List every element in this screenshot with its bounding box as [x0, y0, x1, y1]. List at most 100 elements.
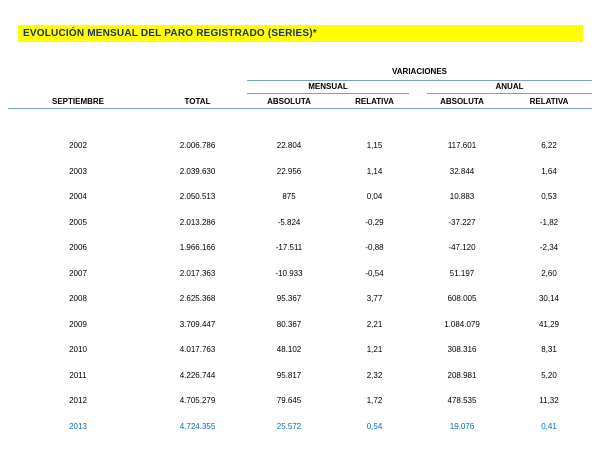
cell-a_abs: 608.005	[447, 294, 477, 304]
page-title: EVOLUCIÓN MENSUAL DEL PARO REGISTRADO (S…	[23, 28, 317, 39]
cell-m_rel: -0,54	[365, 268, 384, 278]
cell-year: 2006	[69, 243, 87, 253]
table-row: 2011 4.226.744 95.817 2,32 208.981 5,20	[8, 363, 592, 389]
cell-year: 2009	[69, 319, 87, 329]
cell-a_rel: 0,53	[541, 192, 557, 202]
table-row: 2010 4.017.763 48.102 1,21 308.316 8,31	[8, 337, 592, 363]
cell-a_rel: 6,22	[541, 141, 557, 151]
cell-year: 2004	[69, 192, 87, 202]
cell-total: 4.724.355	[179, 421, 216, 431]
column-header-mensual-absoluta: ABSOLUTA	[267, 97, 311, 106]
cell-total: 4.226.744	[179, 370, 216, 380]
column-header-septiembre: SEPTIEMBRE	[51, 97, 104, 106]
table-row: 2003 2.039.630 22.956 1,14 32.844 1,64	[8, 159, 592, 185]
cell-a_rel: 30,14	[538, 294, 560, 304]
column-header-anual-absoluta: ABSOLUTA	[440, 97, 484, 106]
cell-m_rel: -0,88	[365, 243, 384, 253]
cell-a_abs: -37.227	[448, 217, 476, 227]
cell-m_abs: 48.102	[276, 345, 302, 355]
cell-total: 2.050.513	[179, 192, 216, 202]
cell-year: 2013	[69, 421, 87, 431]
cell-m_rel: 1,72	[366, 396, 383, 406]
table-row: 2006 1.966.166 -17.511 -0,88 -47.120 -2,34	[8, 235, 592, 261]
cell-m_rel: 0,04	[366, 192, 383, 202]
table-row: 2009 3.709.447 80.367 2,21 1.084.079 41,29	[8, 312, 592, 338]
cell-m_abs: -17.511	[275, 243, 303, 253]
cell-a_rel: 5,20	[541, 370, 557, 380]
cell-m_abs: -10.933	[275, 268, 303, 278]
cell-m_abs: -5.824	[277, 217, 301, 227]
cell-total: 2.039.630	[179, 166, 216, 176]
cell-a_rel: -1,82	[539, 217, 559, 227]
cell-m_abs: 25.572	[276, 421, 302, 431]
cell-m_abs: 22.956	[276, 166, 302, 176]
column-header-total: TOTAL	[184, 97, 211, 106]
cell-a_rel: 1,64	[541, 166, 557, 176]
column-header-mensual-relativa: RELATIVA	[355, 97, 394, 106]
cell-a_abs: -47.120	[448, 243, 476, 253]
cell-year: 2002	[69, 141, 87, 151]
cell-m_rel: 1,14	[366, 166, 383, 176]
cell-m_rel: 1,21	[366, 345, 383, 355]
subgroup-header-row: MENSUAL ANUAL	[8, 81, 592, 94]
subgroup-header-mensual: MENSUAL	[247, 81, 409, 94]
cell-a_abs: 1.084.079	[444, 319, 480, 329]
cell-a_abs: 19.076	[449, 421, 475, 431]
cell-total: 2.013.286	[179, 217, 216, 227]
unemployment-table: VARIACIONES MENSUAL ANUAL SEPTIEMBRE TOT…	[8, 64, 592, 439]
cell-year: 2011	[69, 370, 87, 380]
cell-m_abs: 875	[282, 192, 296, 202]
cell-m_abs: 22.804	[276, 141, 302, 151]
cell-m_abs: 95.367	[276, 294, 302, 304]
cell-year: 2010	[69, 345, 87, 355]
cell-a_abs: 308.316	[447, 345, 477, 355]
cell-a_rel: 11,32	[539, 396, 559, 406]
column-header-anual-relativa: RELATIVA	[529, 97, 569, 106]
cell-a_rel: 2,60	[541, 268, 557, 278]
cell-year: 2007	[69, 268, 87, 278]
cell-a_abs: 51.197	[449, 268, 475, 278]
table-row: 2007 2.017.363 -10.933 -0,54 51.197 2,60	[8, 261, 592, 287]
table-row: 2013 4.724.355 25.572 0,54 19.076 0,41	[8, 414, 592, 440]
cell-total: 2.625.368	[179, 294, 216, 304]
cell-a_rel: 0,41	[541, 421, 557, 431]
title-bar: EVOLUCIÓN MENSUAL DEL PARO REGISTRADO (S…	[18, 25, 583, 42]
subgroup-header-anual: ANUAL	[427, 81, 592, 94]
cell-m_rel: 2,32	[366, 370, 383, 380]
group-header-row: VARIACIONES	[8, 64, 592, 81]
table-row: 2002 2.006.786 22.804 1,15 117.601 6,22	[8, 133, 592, 159]
cell-a_abs: 208.981	[447, 370, 477, 380]
cell-year: 2008	[69, 294, 87, 304]
cell-a_rel: 8,31	[541, 345, 557, 355]
table-row: 2004 2.050.513 875 0,04 10.883 0,53	[8, 184, 592, 210]
table-row: 2012 4.705.279 79.645 1,72 478.535 11,32	[8, 388, 592, 414]
cell-m_abs: 95.817	[276, 370, 302, 380]
cell-a_abs: 10.883	[449, 192, 475, 202]
cell-total: 4.705.279	[179, 396, 216, 406]
cell-total: 2.006.786	[179, 141, 216, 151]
cell-year: 2005	[69, 217, 87, 227]
cell-total: 4.017.763	[179, 345, 216, 355]
cell-total: 1.966.166	[179, 243, 216, 253]
cell-m_rel: 1,15	[366, 141, 383, 151]
cell-m_rel: 3,77	[366, 294, 383, 304]
group-header-variaciones: VARIACIONES	[247, 64, 592, 81]
cell-year: 2012	[69, 396, 87, 406]
table-row: 2008 2.625.368 95.367 3,77 608.005 30,14	[8, 286, 592, 312]
cell-total: 3.709.447	[179, 319, 216, 329]
cell-a_abs: 32.844	[449, 166, 475, 176]
cell-a_abs: 478.535	[447, 396, 477, 406]
cell-m_rel: 0,54	[366, 421, 383, 431]
column-header-row: SEPTIEMBRE TOTAL ABSOLUTA RELATIVA ABSOL…	[8, 94, 592, 109]
cell-a_rel: 41,29	[538, 319, 560, 329]
cell-a_abs: 117.601	[447, 141, 477, 151]
cell-total: 2.017.363	[179, 268, 216, 278]
cell-m_rel: 2,21	[366, 319, 383, 329]
cell-m_abs: 80.367	[276, 319, 302, 329]
table-body: 2002 2.006.786 22.804 1,15 117.601 6,22 2003 2.…	[8, 109, 592, 439]
cell-m_abs: 79.645	[276, 396, 302, 406]
cell-a_rel: -2,34	[539, 243, 559, 253]
table-row: 2005 2.013.286 -5.824 -0,29 -37.227 -1,82	[8, 210, 592, 236]
cell-m_rel: -0,29	[365, 217, 384, 227]
